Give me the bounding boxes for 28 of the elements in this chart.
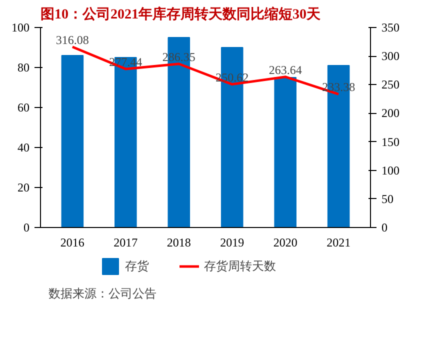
y-tick-label: 0: [24, 220, 30, 234]
y2-tick-label: 50: [382, 192, 394, 206]
legend-label: 存货: [125, 258, 149, 274]
y-tick-label: 20: [18, 180, 30, 194]
y2-tick-label: 300: [382, 49, 400, 64]
data-label: 263.64: [268, 62, 302, 77]
x-tick-label: 2020: [273, 236, 298, 250]
y-tick-label: 100: [12, 20, 30, 34]
y-tick-label: 60: [18, 100, 30, 114]
y2-tick-label: 200: [382, 106, 400, 120]
x-tick-label: 2017: [114, 236, 138, 250]
x-tick-label: 2018: [166, 236, 191, 250]
x-tick-label: 2019: [220, 236, 244, 250]
data-label: 316.08: [56, 32, 89, 47]
y2-tick-label: 0: [382, 220, 388, 234]
y2-tick-label: 150: [382, 134, 400, 149]
bar: [61, 55, 84, 228]
y2-tick-label: 100: [382, 163, 400, 178]
y2-tick-label: 250: [382, 78, 400, 92]
y-tick-label: 40: [18, 140, 30, 154]
chart-title: 图10：公司2021年库存周转天数同比缩短30天: [40, 6, 322, 22]
x-tick-label: 2021: [326, 236, 351, 250]
bar: [274, 77, 296, 228]
legend-label: 存货周转天数: [204, 258, 276, 274]
source-note: 数据来源：公司公告: [48, 286, 156, 300]
x-tick-label: 2016: [60, 236, 84, 250]
y-tick-label: 80: [18, 60, 30, 74]
y2-tick-label: 350: [382, 20, 400, 34]
